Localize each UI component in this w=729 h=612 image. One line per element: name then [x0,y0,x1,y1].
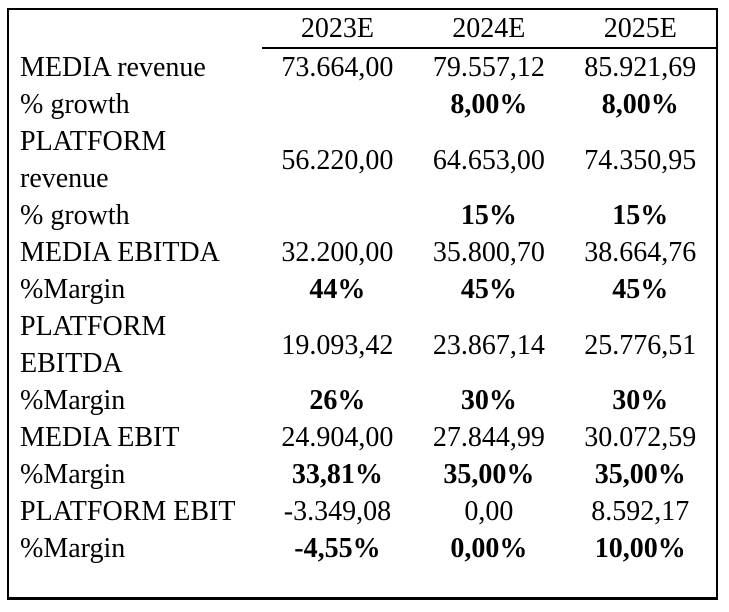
table-row-platform-growth: % growth 15% 15% [9,197,716,234]
cell-value: 15% [612,200,669,231]
table-row-media-ebit: MEDIA EBIT 24.904,00 27.844,99 30.072,59 [9,419,716,456]
table-row-media-growth: % growth 8,00% 8,00% [9,86,716,123]
row-label: % growth [20,200,130,231]
cell-value: 8.592,17 [591,496,690,527]
cell-value: 85.921,69 [584,52,697,83]
row-label: %Margin [20,459,126,490]
cell-value: 56.220,00 [281,144,394,176]
cell-value: -4,55% [294,533,381,564]
cell-value: 35,00% [443,459,535,490]
cell-value: 27.844,99 [432,422,545,453]
cell-value: 73.664,00 [281,52,394,83]
row-label: % growth [20,89,130,120]
cell-value: 30% [460,385,517,416]
cell-value: 0,00% [450,533,528,564]
row-label: PLATFORM EBIT [20,496,236,527]
header-empty-cell [9,10,262,48]
table-row-media-ebit-margin: %Margin 33,81% 35,00% 35,00% [9,456,716,493]
header-year-2023e: 2023E [261,10,414,49]
cell-value: 19.093,42 [281,329,394,361]
row-label: PLATFORM revenue [20,126,167,194]
cell-value: 25.776,51 [584,329,697,361]
cell-value: 45% [612,274,669,305]
cell-value: 26% [309,385,366,416]
cell-value: 33,81% [291,459,383,490]
cell-value: 35,00% [594,459,686,490]
header-row: 2023E 2024E 2025E [9,10,716,49]
cell-value [262,197,413,234]
cell-value: 0,00 [464,496,514,527]
row-label: MEDIA revenue [20,51,206,83]
cell-value: -3.349,08 [283,496,392,527]
cell-value: 23.867,14 [432,329,545,361]
table-row-platform-ebitda: PLATFORM EBITDA 19.093,42 23.867,14 25.7… [9,308,716,382]
row-label: MEDIA EBITDA [20,237,220,268]
row-label: %Margin [20,274,126,305]
table-row-media-ebitda-margin: %Margin 44% 45% 45% [9,271,716,308]
cell-value: 30% [612,385,669,416]
cell-value: 45% [460,274,517,305]
row-label: MEDIA EBIT [20,422,180,453]
cell-value: 8,00% [601,89,679,120]
cell-value: 74.350,95 [584,144,697,176]
table-row-media-ebitda: MEDIA EBITDA 32.200,00 35.800,70 38.664,… [9,234,716,271]
cell-value: 79.557,12 [432,52,545,83]
table-row-platform-ebitda-margin: %Margin 26% 30% 30% [9,382,716,419]
cell-value: 38.664,76 [584,237,697,268]
row-label: %Margin [20,385,126,416]
cell-value [262,86,413,123]
cell-value: 35.800,70 [432,237,545,268]
financial-table-frame: 2023E 2024E 2025E MEDIA revenue 73.664,0… [7,8,718,600]
financial-projection-table: 2023E 2024E 2025E MEDIA revenue 73.664,0… [9,10,716,567]
header-year-2024e: 2024E [413,10,565,49]
cell-value: 44% [309,274,366,305]
cell-value: 32.200,00 [281,237,394,268]
cell-value: 8,00% [450,89,528,120]
row-label: PLATFORM EBITDA [20,311,167,379]
table-row-platform-ebit: PLATFORM EBIT -3.349,08 0,00 8.592,17 [9,493,716,530]
table-row-platform-ebit-margin: %Margin -4,55% 0,00% 10,00% [9,530,716,567]
cell-value: 30.072,59 [584,422,697,453]
cell-value: 24.904,00 [281,422,394,453]
cell-value: 10,00% [594,533,686,564]
table-row-platform-revenue: PLATFORM revenue 56.220,00 64.653,00 74.… [9,123,716,197]
cell-value: 64.653,00 [432,144,545,176]
row-label: %Margin [20,533,126,564]
header-year-2025e: 2025E [564,10,716,49]
table-row-media-revenue: MEDIA revenue 73.664,00 79.557,12 85.921… [9,48,716,86]
cell-value: 15% [460,200,517,231]
